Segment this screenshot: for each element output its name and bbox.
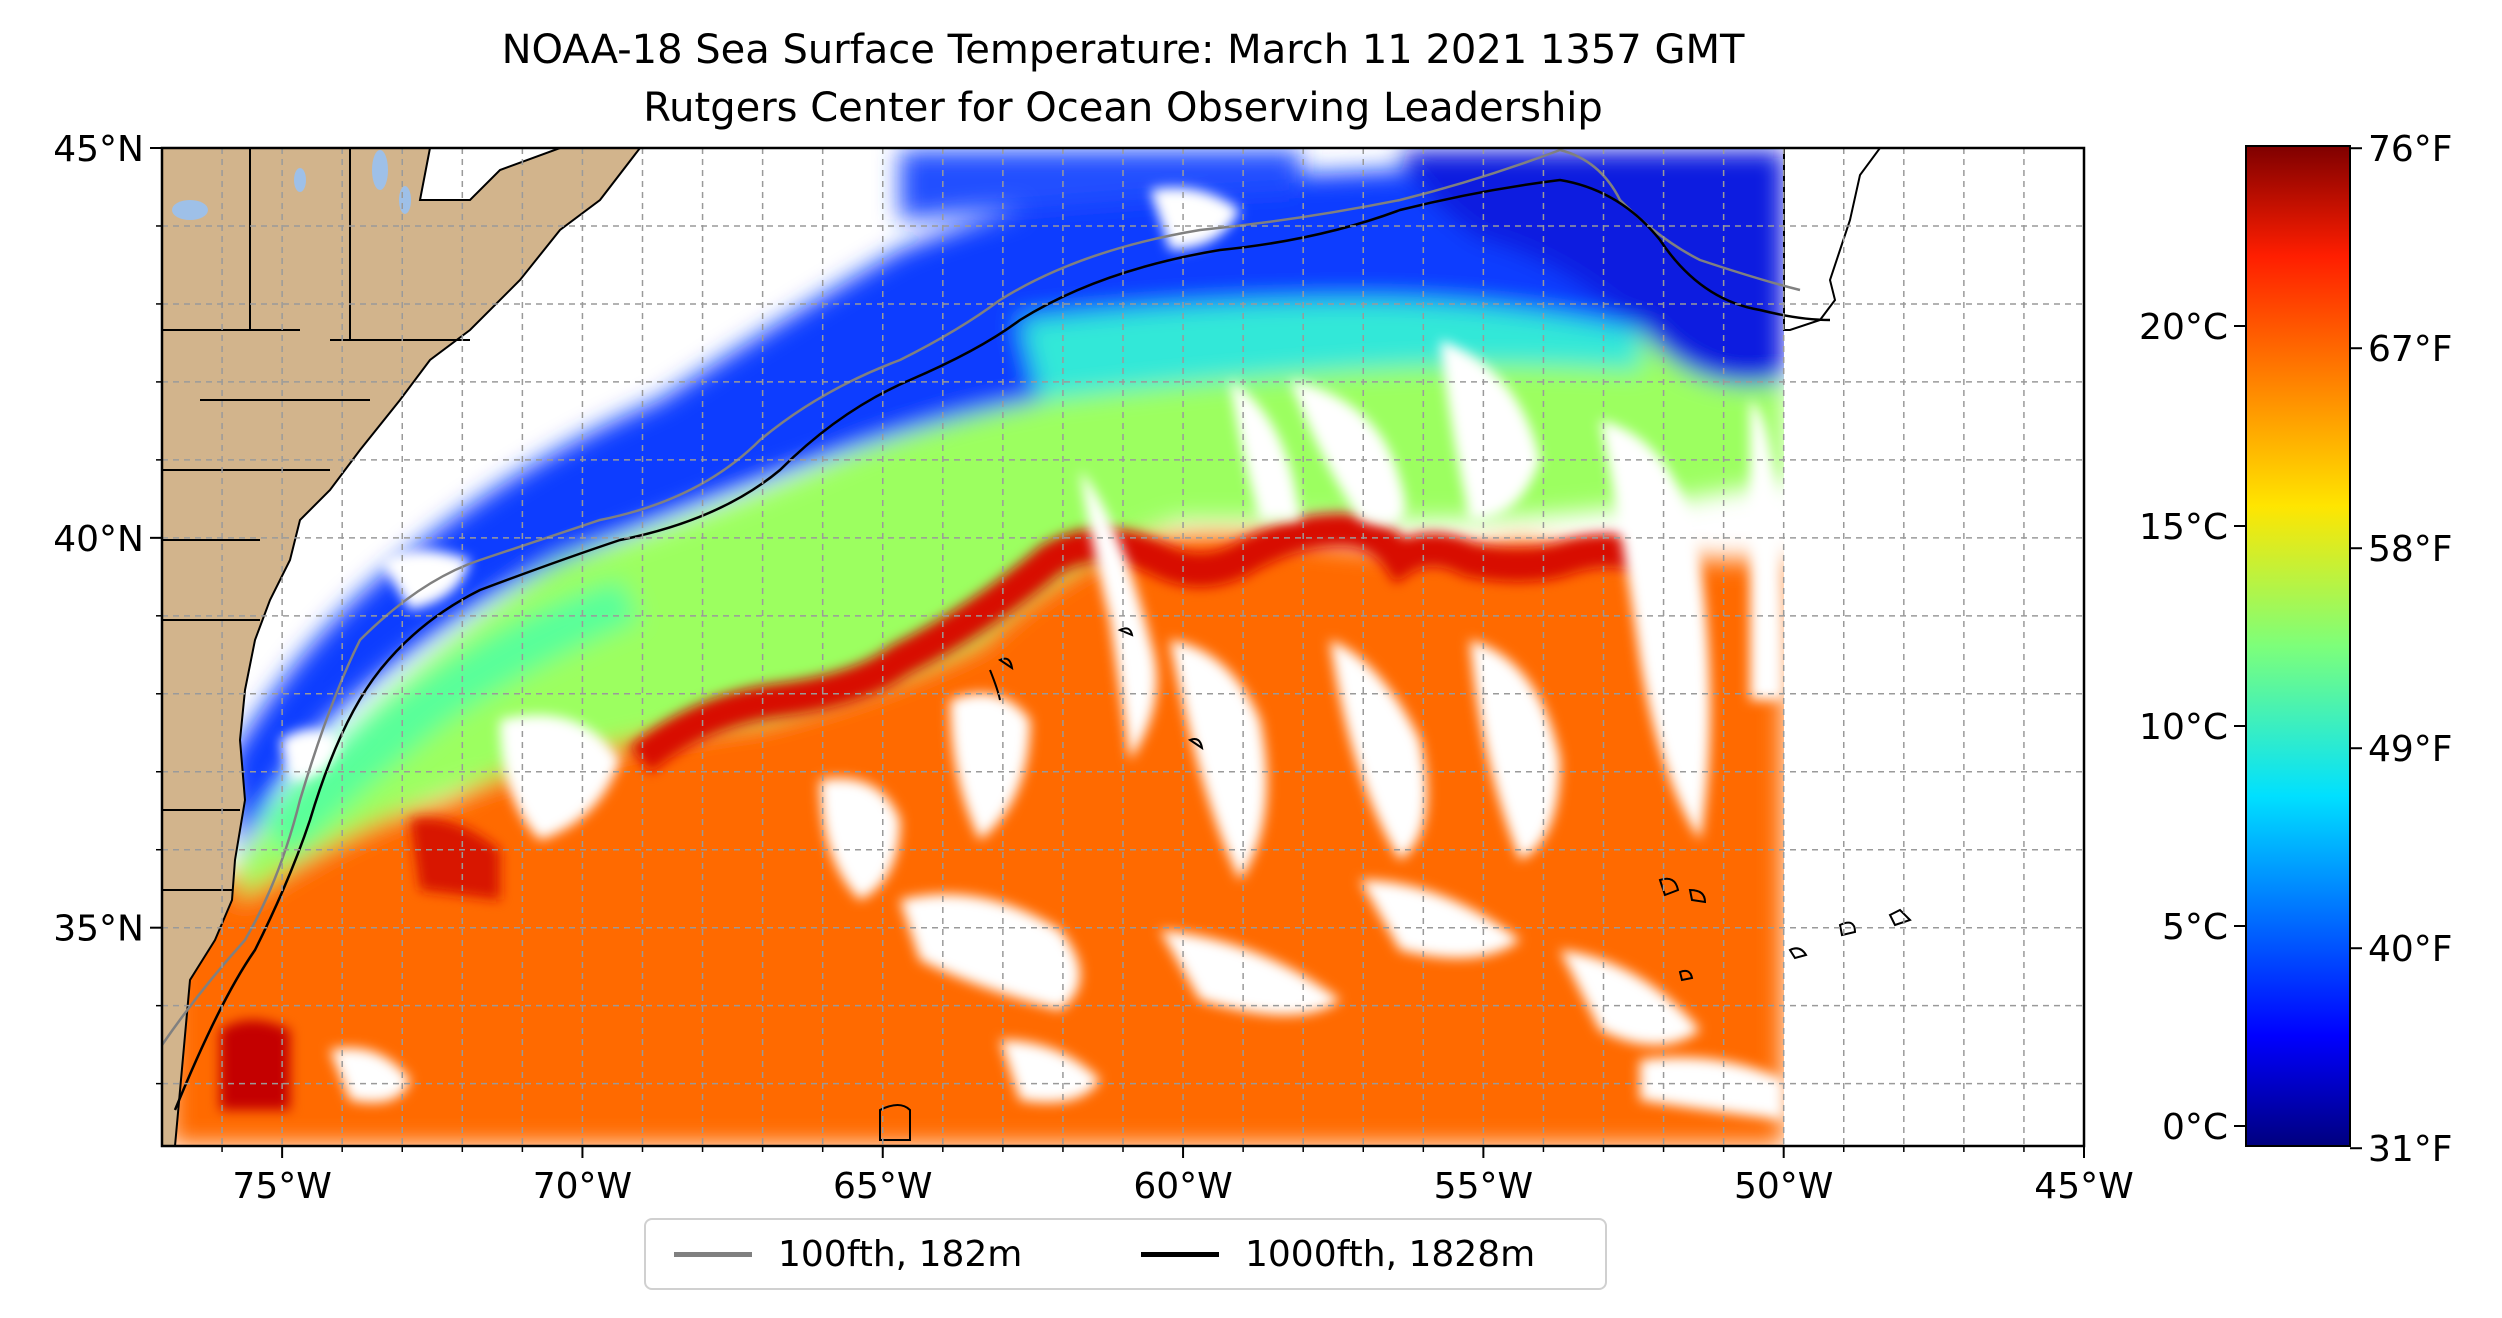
fahrenheit-tick-label: 49°F: [2368, 729, 2453, 770]
legend-item-1000fth: 1000fth, 1828m: [1141, 1220, 1535, 1288]
colorbar-celsius-axis: 20°C 15°C 10°C 5°C 0°C: [2139, 307, 2246, 1148]
fahrenheit-tick-label: 31°F: [2368, 1129, 2453, 1170]
lon-tick-label: 50°W: [1734, 1166, 1833, 1207]
fahrenheit-tick-label: 58°F: [2368, 529, 2453, 570]
contour-100fth: [162, 148, 1801, 1046]
lat-tick-label: 45°N: [53, 129, 144, 170]
celsius-tick-label: 5°C: [2162, 907, 2228, 948]
lon-tick-label: 55°W: [1434, 1166, 1533, 1207]
north-america-land: [162, 148, 642, 1146]
lat-tick-label: 35°N: [53, 909, 144, 950]
legend-label-100fth: 100fth, 182m: [778, 1233, 1023, 1275]
colorbar: [2245, 145, 2351, 1147]
lon-tick-label: 45°W: [2034, 1166, 2133, 1207]
colorbar-fahrenheit-axis: 76°F 67°F 58°F 49°F 40°F 31°F: [2350, 129, 2453, 1170]
lon-tick-label: 70°W: [533, 1166, 632, 1207]
celsius-tick-label: 10°C: [2139, 707, 2228, 748]
celsius-tick-label: 20°C: [2139, 307, 2228, 348]
celsius-tick-label: 15°C: [2139, 507, 2228, 548]
grid-lines: [162, 148, 2084, 1146]
map-title: NOAA-18 Sea Surface Temperature: March 1…: [501, 27, 1745, 73]
legend-swatch-100fth: [674, 1251, 752, 1257]
nova-scotia-land: [1783, 148, 1882, 331]
bathymetry-contours: [162, 148, 1912, 1141]
lon-tick-label: 60°W: [1133, 1166, 1232, 1207]
lat-tick-label: 40°N: [53, 519, 144, 560]
fahrenheit-tick-label: 67°F: [2368, 329, 2453, 370]
fahrenheit-tick-label: 40°F: [2368, 929, 2453, 970]
latitude-axis: 45°N 40°N 35°N: [53, 129, 162, 1085]
map-subtitle: Rutgers Center for Ocean Observing Leade…: [643, 85, 1603, 131]
celsius-tick-label: 0°C: [2162, 1107, 2228, 1148]
legend-item-100fth: 100fth, 182m: [674, 1220, 1022, 1288]
land-masses: [162, 148, 1882, 1146]
legend-swatch-1000fth: [1141, 1251, 1219, 1257]
lon-tick-label: 75°W: [232, 1166, 331, 1207]
contour-legend: 100fth, 182m 1000fth, 1828m: [644, 1218, 1607, 1290]
sst-field: [170, 150, 1784, 1146]
legend-label-1000fth: 1000fth, 1828m: [1245, 1233, 1536, 1275]
fahrenheit-tick-label: 76°F: [2368, 129, 2453, 170]
contour-1000fth: [173, 178, 1831, 1111]
lon-tick-label: 65°W: [833, 1166, 932, 1207]
longitude-axis: 75°W 70°W 65°W 60°W 55°W 50°W 45°W: [221, 1146, 2134, 1207]
